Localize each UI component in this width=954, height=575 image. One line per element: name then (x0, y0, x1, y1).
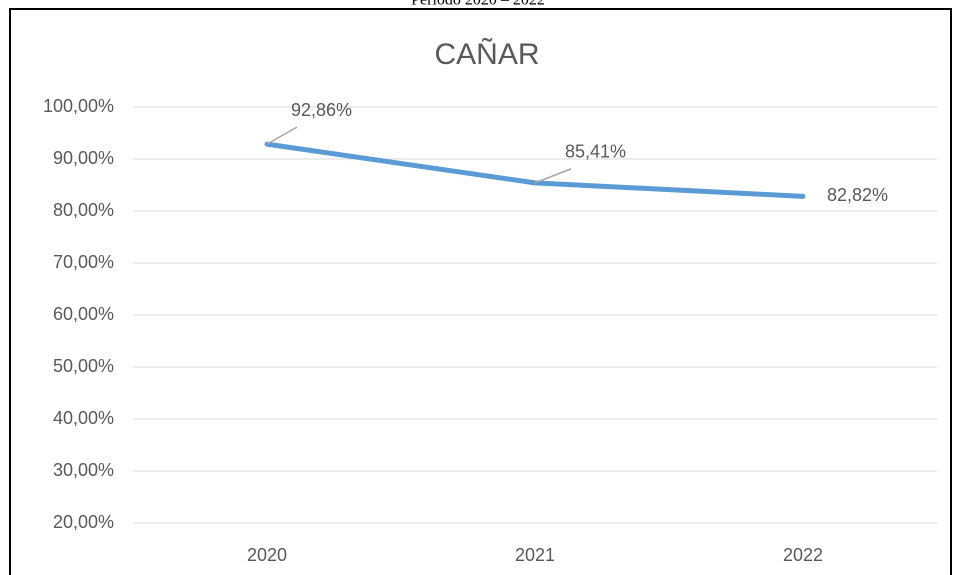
chart-title: CAÑAR (434, 37, 539, 71)
y-tick-label: 80,00% (53, 200, 114, 220)
data-line (264, 141, 806, 199)
chart-border (9, 8, 952, 575)
leader-line (266, 126, 298, 145)
y-tick-label: 50,00% (53, 356, 114, 376)
data-label: 82,82% (827, 185, 888, 205)
data-label: 85,41% (565, 142, 626, 162)
x-tick-label: 2020 (247, 545, 287, 565)
x-tick-label: 2022 (783, 545, 823, 565)
y-tick-label: 70,00% (53, 252, 114, 272)
data-label: 92,86% (291, 100, 352, 120)
leader-line (534, 168, 572, 184)
y-tick-label: 100,00% (43, 96, 114, 116)
y-tick-label: 20,00% (53, 512, 114, 532)
y-tick-label: 90,00% (53, 148, 114, 168)
x-tick-label: 2021 (515, 545, 555, 565)
y-tick-label: 30,00% (53, 460, 114, 480)
y-tick-label: 40,00% (53, 408, 114, 428)
y-tick-label: 60,00% (53, 304, 114, 324)
chart-subtitle: Período 2020 – 2022 (411, 0, 545, 9)
